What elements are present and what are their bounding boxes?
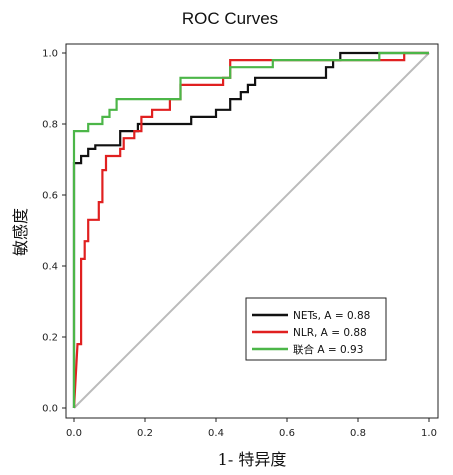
x-axis-ticks: 0.0 0.2 0.4 0.6 0.8 1.0 xyxy=(66,418,437,439)
y-tick-label: 0.2 xyxy=(42,333,58,344)
x-axis-label: 1- 特异度 xyxy=(218,450,287,469)
y-axis-ticks: 0.0 0.2 0.4 0.6 0.8 1.0 xyxy=(42,49,66,415)
legend: NETs, A = 0.88 NLR, A = 0.88 联合 A = 0.93 xyxy=(245,297,387,361)
x-tick-label: 0.4 xyxy=(208,428,224,439)
x-tick-label: 0.6 xyxy=(279,428,295,439)
series-line-0 xyxy=(72,51,429,408)
x-tick-label: 1.0 xyxy=(421,428,437,439)
y-axis-label: 敏感度 xyxy=(11,208,30,256)
x-tick-label: 0.0 xyxy=(66,428,82,439)
chart-title: ROC Curves xyxy=(182,9,278,28)
series-line-2 xyxy=(72,51,429,408)
x-tick-label: 0.8 xyxy=(350,428,366,439)
y-tick-label: 0.0 xyxy=(42,404,58,415)
reference-diagonal xyxy=(73,52,430,409)
legend-label-0: NETs, A = 0.88 xyxy=(293,310,370,322)
y-tick-label: 0.4 xyxy=(42,262,58,273)
y-tick-label: 0.8 xyxy=(42,120,58,131)
series-lines xyxy=(72,51,429,409)
legend-label-2: 联合 A = 0.93 xyxy=(293,343,363,356)
y-tick-label: 1.0 xyxy=(42,49,58,60)
plot-frame xyxy=(65,43,439,419)
y-tick-label: 0.6 xyxy=(42,191,58,202)
legend-label-1: NLR, A = 0.88 xyxy=(293,327,367,339)
legend-entries: NETs, A = 0.88 NLR, A = 0.88 联合 A = 0.93 xyxy=(252,310,370,356)
x-tick-label: 0.2 xyxy=(137,428,153,439)
